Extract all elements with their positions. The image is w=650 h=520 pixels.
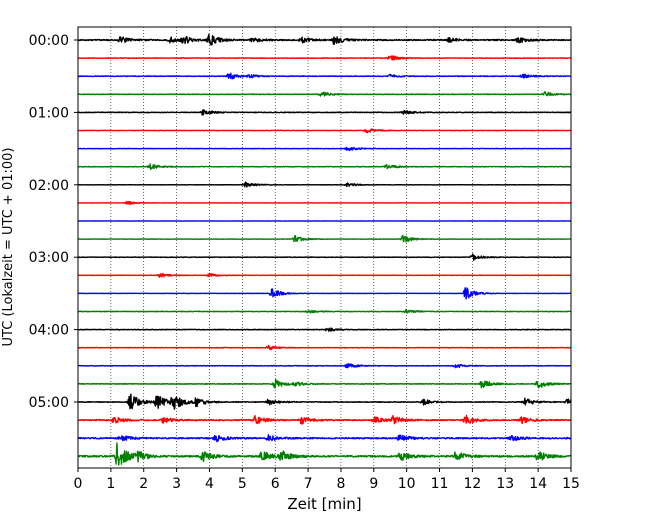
plot-frame (77, 26, 572, 469)
x-axis-label: Zeit [min] (287, 495, 361, 513)
y-tick-label: 05:00 (29, 395, 69, 411)
x-tick-label: 14 (529, 476, 547, 492)
x-tick-label: 6 (271, 476, 280, 492)
trace-line (77, 287, 572, 300)
trace-line (77, 163, 572, 171)
trace-line (77, 362, 572, 369)
trace-line (77, 327, 572, 332)
x-tick-label: 13 (496, 476, 514, 492)
x-tick-label: 9 (369, 476, 378, 492)
trace-line (77, 308, 572, 314)
x-tick-label: 15 (562, 476, 580, 492)
x-tick-label: 0 (74, 476, 83, 492)
x-axis-ticks: 0 1 2 3 4 5 6 7 8 9 10 11 12 13 14 15 (74, 468, 580, 492)
trace-line (77, 393, 572, 410)
trace-line (77, 344, 572, 351)
trace-line (77, 72, 572, 80)
y-tick-label: 00:00 (29, 33, 69, 49)
y-axis-label: UTC (Lokalzeit = UTC + 01:00) (1, 148, 16, 347)
trace-line (77, 200, 572, 205)
trace-line (77, 181, 572, 188)
x-tick-label: 4 (205, 476, 214, 492)
x-tick-label: 7 (304, 476, 313, 492)
x-tick-label: 10 (398, 476, 416, 492)
trace-line (77, 55, 572, 61)
x-tick-label: 12 (463, 476, 481, 492)
x-tick-label: 2 (139, 476, 148, 492)
y-tick-label: 04:00 (29, 323, 69, 339)
trace-line (77, 378, 572, 389)
y-tick-label: 01:00 (29, 105, 69, 121)
trace-line (77, 272, 572, 278)
trace-line (77, 234, 572, 243)
y-tick-label: 03:00 (29, 250, 69, 266)
trace-line (77, 146, 572, 152)
trace-line (77, 91, 572, 97)
trace-line (77, 109, 572, 116)
trace-line (77, 414, 572, 425)
x-tick-label: 11 (431, 476, 449, 492)
trace-line (77, 128, 572, 134)
x-tick-label: 3 (172, 476, 181, 492)
trace-line (77, 442, 572, 466)
trace-line (77, 33, 572, 46)
x-tick-label: 1 (106, 476, 115, 492)
x-tick-label: 8 (336, 476, 345, 492)
x-tick-label: 5 (238, 476, 247, 492)
y-axis-ticks: 00:00 01:00 02:00 03:00 04:00 05:00 (29, 33, 78, 411)
seismic-traces (77, 33, 572, 466)
trace-line (77, 253, 572, 261)
y-tick-label: 02:00 (29, 178, 69, 194)
trace-line (77, 434, 572, 443)
